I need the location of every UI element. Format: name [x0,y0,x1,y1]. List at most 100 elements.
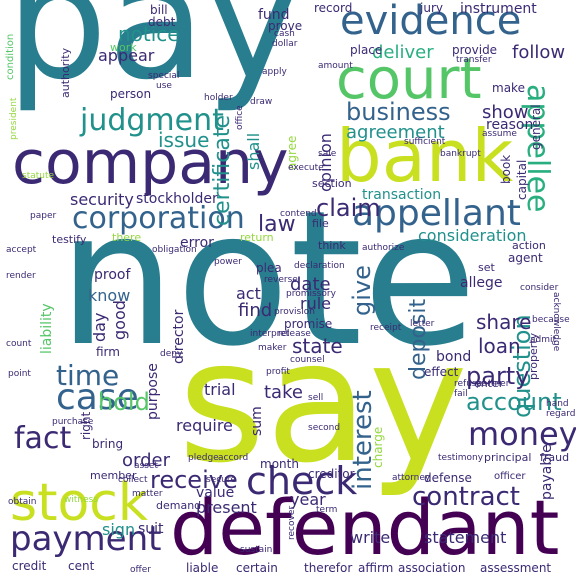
word-day: day [90,312,109,342]
word-allege: allege [460,275,503,291]
word-maker: maker [258,343,287,353]
word-point: point [8,369,31,379]
word-judgment: judgment [80,103,224,138]
word-pledge: pledge [188,453,219,463]
word-hold: hold [98,388,150,416]
word-present: present [196,498,257,517]
word-deliver: deliver [372,42,434,63]
word-sustain: sustain [240,545,273,555]
word-bankrupt: bankrupt [440,149,481,159]
word-reverse: reverse [264,275,298,285]
word-place: place [350,43,383,57]
word-find: find [238,300,273,321]
word-suit: suit [138,521,164,537]
word-regard: regard [546,409,576,419]
word-shall: shall [244,132,263,170]
word-asset: asset [134,461,158,471]
word-cash: cash [274,29,295,39]
word-fund: fund [258,7,290,23]
word-require: require [176,416,233,435]
word-condition: condition [5,33,16,80]
word-reason: reason [486,117,534,133]
word-liability: liability [39,303,55,354]
word-office: office [235,105,245,130]
word-refuse: refuse [454,379,483,389]
word-plea: plea [256,261,282,275]
word-error: error [180,235,214,251]
word-principal: principal [484,451,532,464]
word-money: money [468,415,576,453]
word-agreement: agreement [346,122,445,143]
word-state: state [292,334,343,358]
word-collect: collect [118,475,148,485]
word-appear: appear [98,46,155,65]
word-promissory: promissory [286,289,336,299]
word-know: know [88,286,131,305]
word-instrument: instrument [460,1,537,17]
word-contract: contract [412,482,520,512]
word-partner: partner [476,379,510,389]
word-share: share [476,310,532,334]
word-obligation: obligation [152,245,197,255]
word-profit: profit [266,367,290,377]
word-defense: defense [424,471,472,485]
word-issue: issue [158,128,210,152]
word-there: there [112,231,142,244]
word-accept: accept [6,245,37,255]
word-purchase: purchase [52,417,94,427]
word-offer: offer [130,565,151,575]
word-debt: debt [148,15,176,29]
word-authority: authority [59,47,72,98]
word-provision: provision [274,307,315,317]
word-transaction: transaction [362,187,442,203]
word-count: count [6,339,32,349]
word-sale: sale [318,149,337,159]
word-sign: sign [102,520,136,539]
word-recover: recover [287,505,297,540]
word-action: action [512,239,546,252]
word-officer: officer [494,471,526,482]
word-sufficient: sufficient [404,137,446,147]
word-time: time [56,359,120,392]
word-obtain: obtain [8,497,37,507]
word-effect: effect [424,365,459,379]
word-take: take [264,382,303,403]
word-fraud: fraud [540,451,570,464]
word-think: think [318,239,346,252]
word-liable: liable [186,561,219,575]
word-authorize: authorize [362,243,405,253]
word-power: power [214,257,242,267]
word-section: section [312,177,352,190]
word-sell: sell [308,393,324,403]
word-stockholder: stockholder [136,191,218,207]
word-account: account [466,388,562,416]
word-say: say [178,304,468,500]
word-book: book [499,154,513,184]
word-bring: bring [92,437,124,451]
word-dollar: dollar [272,39,298,49]
word-file: file [312,217,329,230]
word-association: association [398,561,466,575]
word-secure: secure [206,475,236,485]
word-company: company [12,128,289,198]
word-show: show [482,102,529,123]
word-rule: rule [300,294,332,313]
word-proof: proof [94,267,131,283]
word-pay: pay [6,0,301,115]
word-court: court [336,47,482,112]
word-make: make [492,81,525,95]
word-matter: matter [132,489,163,499]
word-member: member [90,469,137,482]
word-sum: sum [249,406,265,436]
word-therefor: therefor [304,561,353,575]
word-return: return [240,231,274,244]
word-claim: claim [316,194,381,222]
word-admit: admit [530,335,557,345]
word-creditor: creditor [308,467,355,481]
word-consider: consider [520,283,559,293]
word-promise: promise [284,317,333,331]
word-good: good [110,300,129,340]
word-letter: letter [410,319,435,329]
word-cent: cent [68,559,95,573]
word-enter: enter [474,377,504,390]
